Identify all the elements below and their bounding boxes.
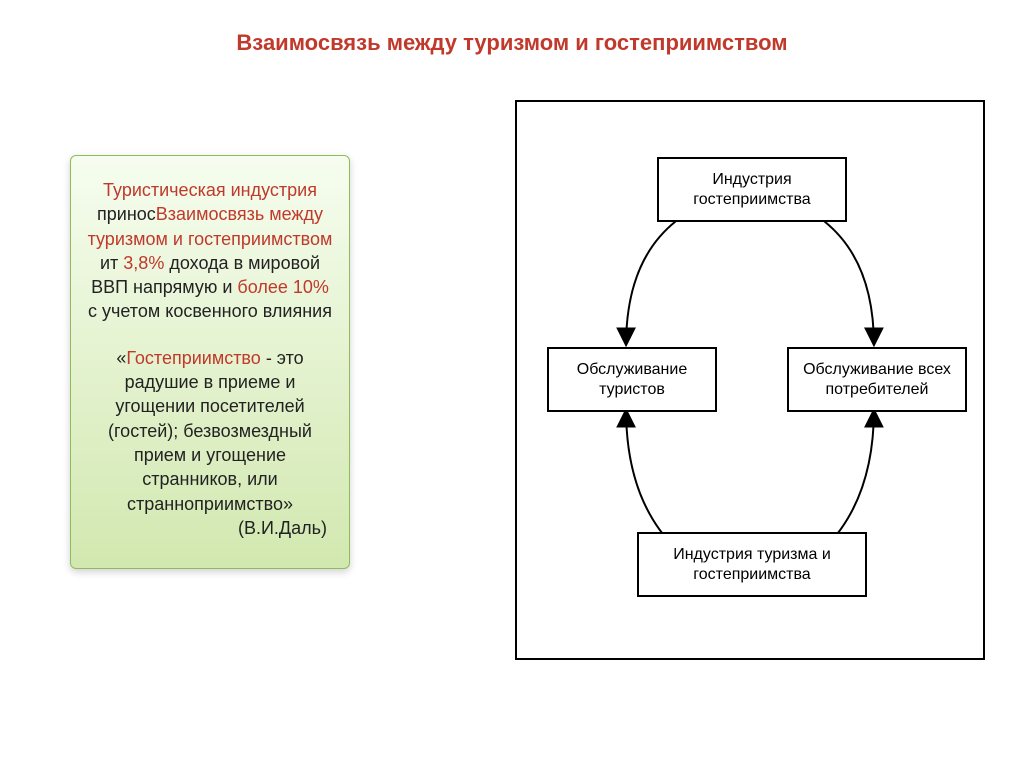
textbox-attribution: (В.И.Даль) bbox=[85, 516, 335, 540]
page-title: Взаимосвязь между туризмом и гостеприимс… bbox=[0, 30, 1024, 56]
info-textbox: Туристическая индустрия приносВзаимосвяз… bbox=[70, 155, 350, 569]
node-left: Обслуживание туристов bbox=[547, 347, 717, 412]
slide: Взаимосвязь между туризмом и гостеприимс… bbox=[0, 0, 1024, 767]
textbox-p1: Туристическая индустрия приносВзаимосвяз… bbox=[85, 178, 335, 324]
diagram-frame: Индустрия гостеприимства Обслуживание ту… bbox=[515, 100, 985, 660]
spacer bbox=[85, 324, 335, 346]
diagram: Индустрия гостеприимства Обслуживание ту… bbox=[517, 102, 983, 658]
node-top: Индустрия гостеприимства bbox=[657, 157, 847, 222]
textbox-p2: «Гостеприимство - это радушие в приеме и… bbox=[85, 346, 335, 516]
node-right: Обслуживание всех потребителей bbox=[787, 347, 967, 412]
node-bottom: Индустрия туризма и гостеприимства bbox=[637, 532, 867, 597]
